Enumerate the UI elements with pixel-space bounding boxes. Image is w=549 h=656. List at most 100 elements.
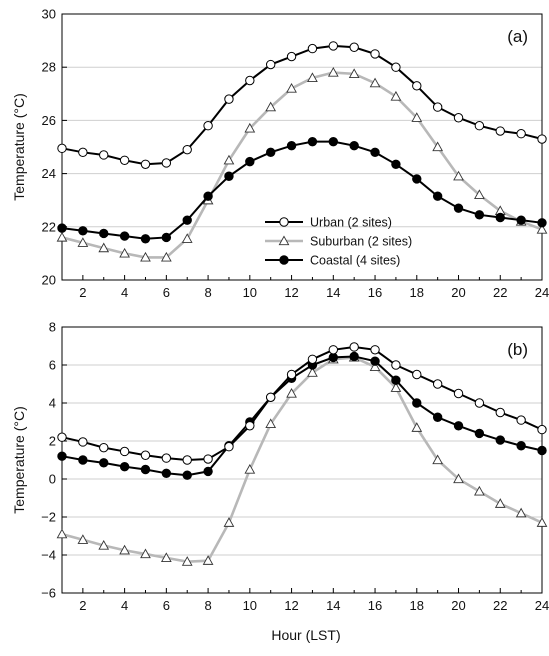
data-point-0-2 bbox=[99, 150, 109, 160]
data-point-0-17 bbox=[412, 81, 422, 91]
data-point-0-9 bbox=[245, 421, 255, 431]
x-tick-label-5: 12 bbox=[284, 285, 298, 300]
x-tick-label-3: 8 bbox=[204, 285, 211, 300]
data-point-2-9 bbox=[245, 156, 255, 167]
y-tick-label-2: 24 bbox=[42, 166, 56, 181]
data-point-0-10 bbox=[265, 392, 276, 402]
legend-label-0: Urban (2 sites) bbox=[310, 216, 392, 230]
data-point-1-20 bbox=[474, 485, 485, 496]
data-point-2-20 bbox=[474, 210, 485, 220]
data-point-2-17 bbox=[412, 398, 422, 408]
data-point-1-5 bbox=[160, 552, 172, 562]
panel-label: (b) bbox=[507, 340, 528, 359]
legend-marker-2 bbox=[279, 255, 289, 265]
series-1 bbox=[56, 66, 548, 262]
data-point-1-17 bbox=[411, 422, 423, 432]
data-point-0-8 bbox=[224, 94, 234, 104]
data-point-0-14 bbox=[349, 42, 359, 52]
data-point-0-3 bbox=[119, 446, 130, 457]
data-point-1-23 bbox=[536, 517, 548, 527]
data-point-2-1 bbox=[78, 226, 88, 236]
x-tick-label-4: 10 bbox=[243, 598, 257, 613]
y-axis-title: Temperature (°C) bbox=[11, 93, 27, 201]
data-point-1-23 bbox=[536, 223, 548, 234]
data-point-1-12 bbox=[307, 72, 318, 82]
x-tick-label-6: 14 bbox=[326, 285, 340, 300]
data-point-2-15 bbox=[370, 147, 380, 158]
data-point-1-0 bbox=[56, 528, 68, 539]
x-tick-label-2: 6 bbox=[163, 598, 170, 613]
data-point-2-11 bbox=[286, 140, 297, 151]
data-point-0-20 bbox=[474, 121, 485, 131]
y-tick-label-0: 20 bbox=[42, 273, 56, 288]
y-tick-label-1: 22 bbox=[42, 219, 56, 234]
x-tick-label-5: 12 bbox=[284, 598, 298, 613]
x-tick-label-9: 20 bbox=[451, 598, 465, 613]
data-point-2-19 bbox=[453, 421, 464, 431]
data-point-0-7 bbox=[203, 121, 213, 131]
data-point-1-17 bbox=[411, 112, 423, 122]
data-point-1-1 bbox=[77, 534, 89, 544]
data-point-2-6 bbox=[182, 470, 192, 480]
x-axis-title: Hour (LST) bbox=[271, 627, 340, 643]
x-tick-label-9: 20 bbox=[451, 285, 465, 300]
data-point-1-11 bbox=[286, 387, 297, 398]
y-tick-label-4: 2 bbox=[49, 434, 56, 449]
data-point-1-5 bbox=[160, 251, 172, 262]
x-tick-label-1: 4 bbox=[121, 598, 128, 613]
series-0 bbox=[57, 342, 547, 465]
x-tick-label-7: 16 bbox=[368, 598, 382, 613]
data-point-1-9 bbox=[244, 122, 256, 133]
data-point-2-18 bbox=[432, 412, 443, 422]
data-point-1-4 bbox=[140, 251, 151, 262]
legend-marker-1 bbox=[278, 235, 290, 246]
data-point-0-19 bbox=[453, 388, 464, 399]
data-point-0-6 bbox=[182, 455, 192, 465]
data-point-1-9 bbox=[244, 463, 256, 474]
data-point-1-6 bbox=[181, 233, 193, 243]
data-point-2-23 bbox=[537, 218, 547, 228]
data-point-2-7 bbox=[203, 191, 213, 201]
data-point-2-2 bbox=[99, 458, 109, 468]
data-point-1-18 bbox=[432, 141, 444, 152]
data-point-0-4 bbox=[140, 159, 151, 169]
data-point-2-22 bbox=[516, 441, 526, 451]
data-point-1-16 bbox=[390, 90, 402, 101]
data-point-1-16 bbox=[390, 382, 402, 392]
data-point-2-18 bbox=[432, 191, 443, 201]
y-tick-label-3: 26 bbox=[42, 113, 56, 128]
data-point-0-0 bbox=[57, 143, 67, 154]
data-point-0-0 bbox=[57, 432, 67, 442]
data-point-1-1 bbox=[77, 237, 89, 247]
series-line-2 bbox=[61, 355, 543, 477]
data-point-0-17 bbox=[412, 369, 422, 380]
x-tick-label-8: 18 bbox=[410, 598, 424, 613]
data-point-0-14 bbox=[349, 342, 359, 352]
data-point-1-11 bbox=[286, 82, 297, 93]
x-tick-label-6: 14 bbox=[326, 598, 340, 613]
x-tick-label-0: 2 bbox=[79, 285, 86, 300]
series-0 bbox=[57, 41, 547, 169]
series-line-1 bbox=[61, 71, 543, 259]
data-point-1-18 bbox=[432, 454, 444, 465]
data-point-0-23 bbox=[537, 134, 547, 144]
data-point-0-4 bbox=[140, 450, 151, 460]
data-point-2-1 bbox=[78, 455, 88, 465]
data-point-0-16 bbox=[391, 360, 401, 370]
data-point-2-10 bbox=[265, 147, 276, 158]
data-point-0-12 bbox=[307, 354, 318, 364]
data-point-2-5 bbox=[161, 468, 172, 478]
data-point-0-3 bbox=[119, 155, 130, 166]
data-point-2-21 bbox=[495, 212, 505, 223]
data-point-1-6 bbox=[181, 556, 193, 566]
data-point-2-23 bbox=[537, 445, 547, 456]
series-2 bbox=[57, 351, 547, 480]
y-tick-label-5: 30 bbox=[42, 7, 56, 22]
data-point-0-16 bbox=[391, 62, 401, 72]
data-point-0-11 bbox=[286, 369, 297, 380]
data-point-0-8 bbox=[224, 442, 234, 452]
data-point-2-14 bbox=[349, 351, 359, 362]
